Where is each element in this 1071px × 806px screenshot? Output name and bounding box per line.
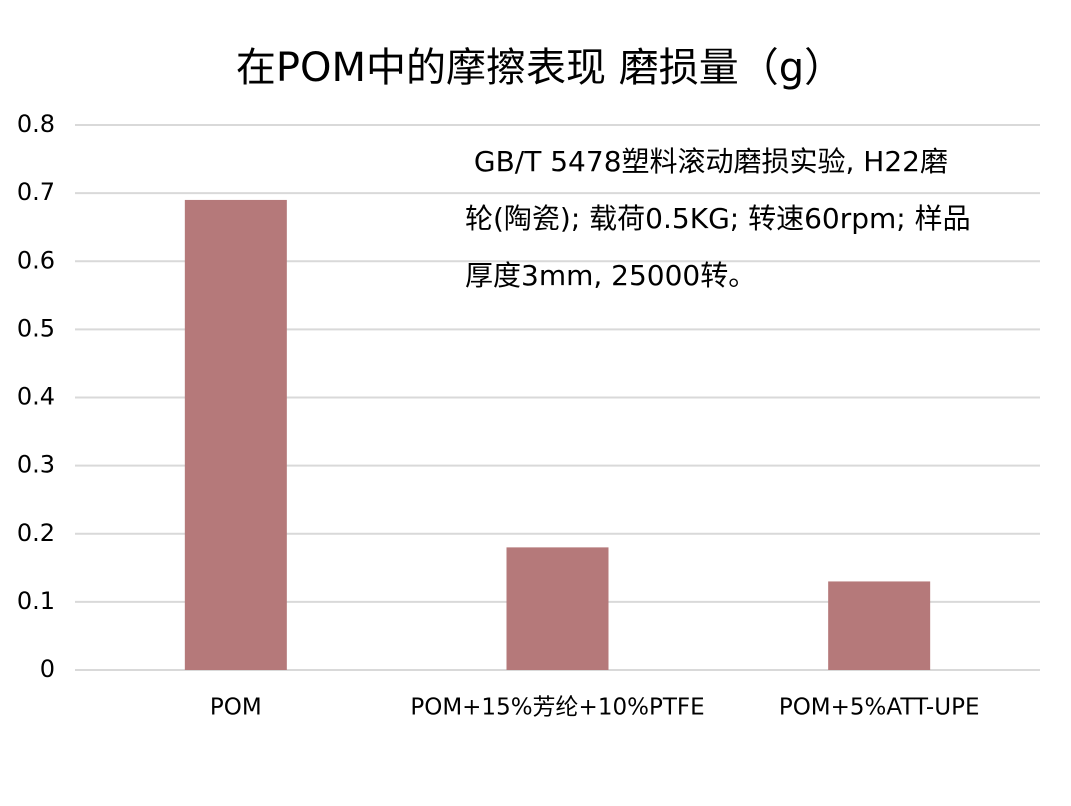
y-tick-label: 0.4 [17,383,55,411]
y-tick-label: 0.8 [17,110,55,138]
y-tick-label: 0.6 [17,246,55,274]
x-tick-label: POM+15%芳纶+10%PTFE [410,695,704,721]
y-tick-label: 0.3 [17,451,55,479]
y-tick-label: 0 [40,655,55,683]
y-tick-label: 0.5 [17,314,55,342]
chart-title: 在POM中的摩擦表现 磨损量（g） [236,45,844,91]
x-tick-label: POM [210,695,262,721]
bar [506,547,609,670]
annotation: 厚度3mm, 25000转。 [465,259,756,292]
y-tick-label: 0.2 [17,519,55,547]
annotation: 轮(陶瓷); 载荷0.5KG; 转速60rpm; 样品 [465,202,971,235]
bar [184,199,287,670]
y-tick-label: 0.1 [17,587,55,615]
annotation: GB/T 5478塑料滚动磨损实验, H22磨 [465,145,948,178]
bar [828,581,931,670]
x-tick-label: POM+5%ATT-UPE [779,695,980,721]
y-tick-label: 0.7 [17,178,55,206]
